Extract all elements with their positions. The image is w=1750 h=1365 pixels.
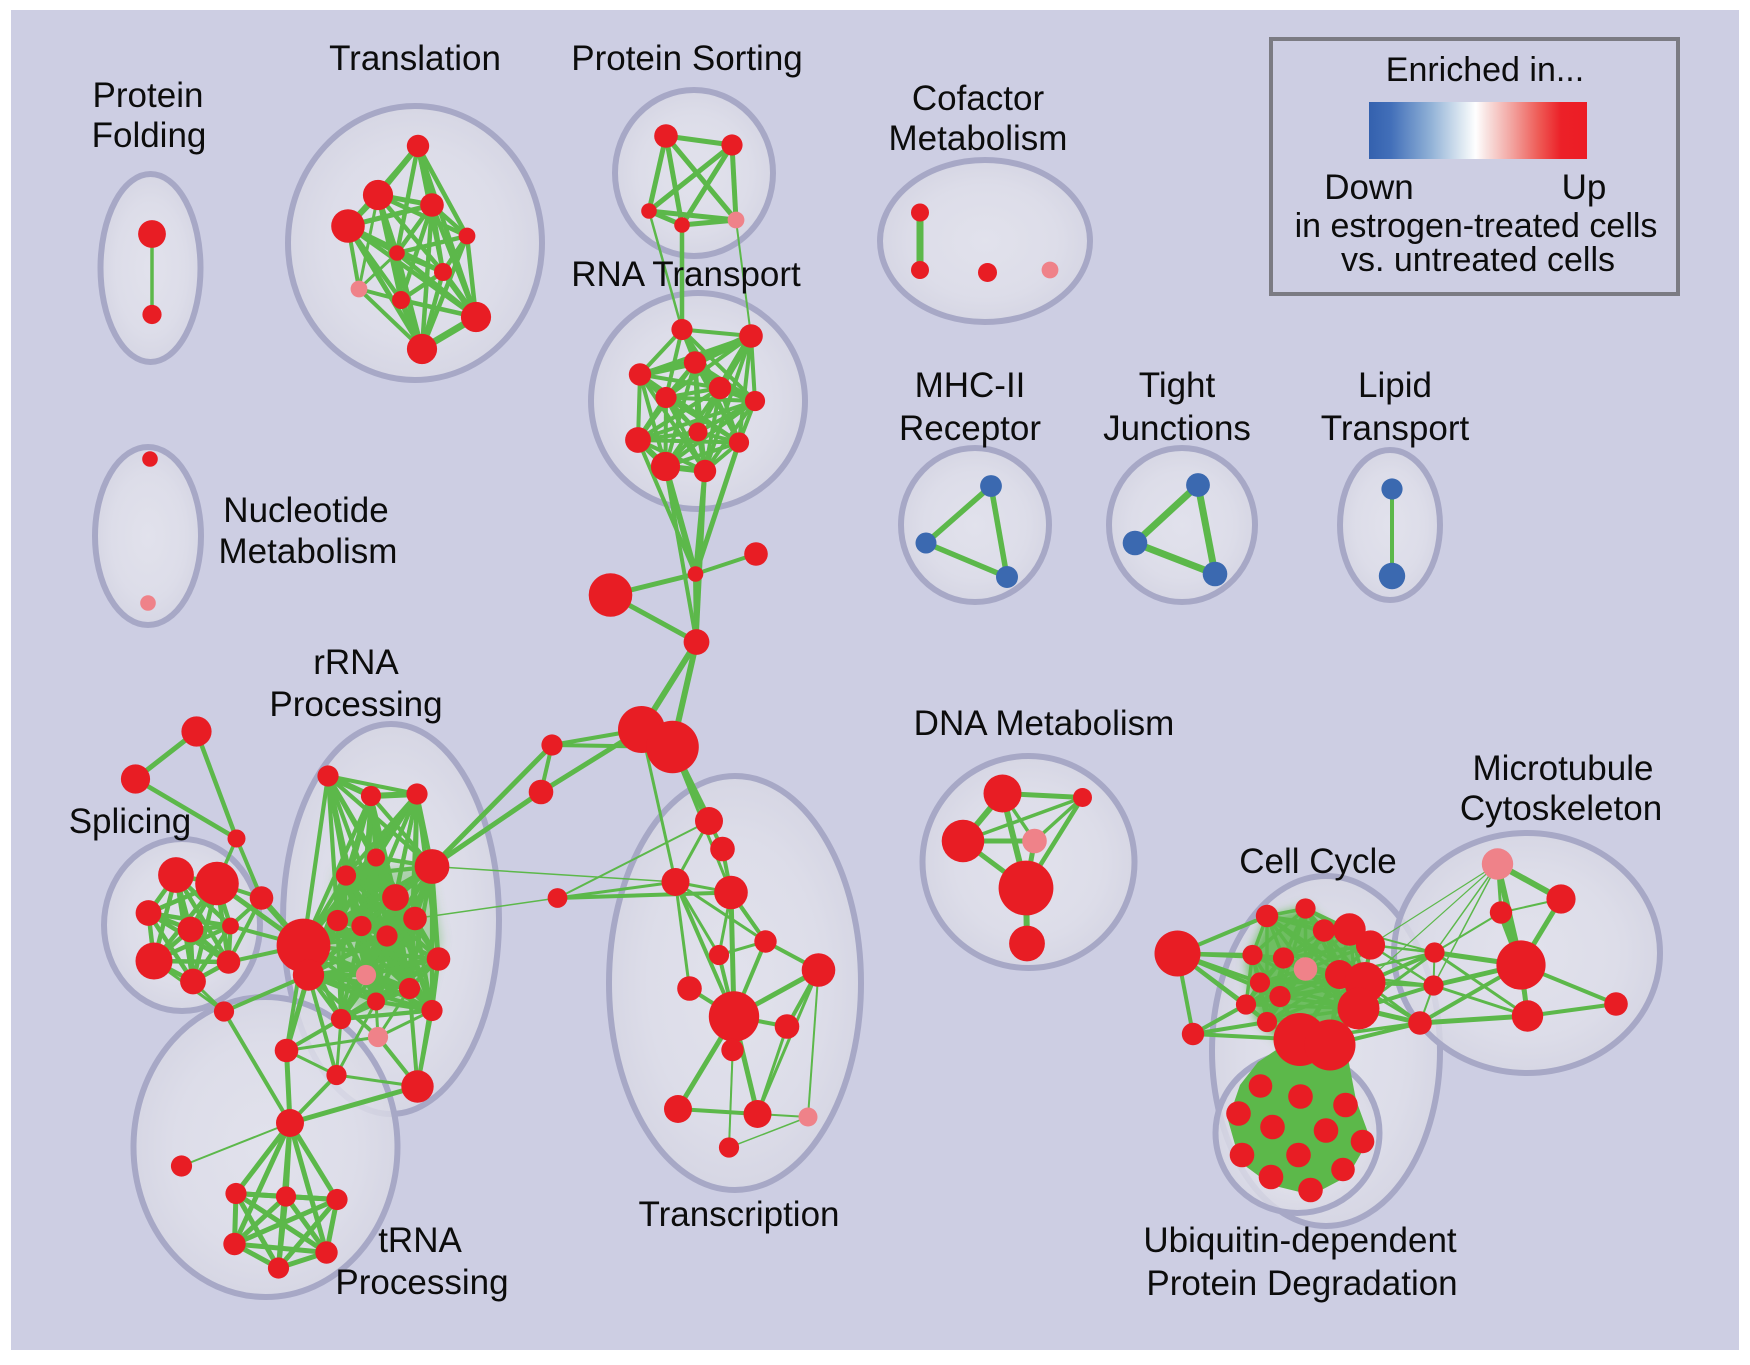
svg-text:tRNA: tRNA — [378, 1221, 462, 1260]
svg-text:Tight: Tight — [1139, 366, 1216, 405]
svg-text:Cell Cycle: Cell Cycle — [1239, 842, 1397, 881]
svg-text:Junctions: Junctions — [1103, 409, 1251, 448]
svg-text:Translation: Translation — [329, 39, 501, 78]
svg-text:Enriched in...: Enriched in... — [1386, 51, 1584, 89]
svg-text:Up: Up — [1562, 168, 1607, 207]
svg-text:Cytoskeleton: Cytoskeleton — [1460, 789, 1662, 828]
svg-text:vs. untreated cells: vs. untreated cells — [1341, 241, 1615, 279]
svg-text:Nucleotide: Nucleotide — [223, 491, 388, 530]
svg-text:Folding: Folding — [92, 116, 207, 155]
svg-text:Cofactor: Cofactor — [912, 79, 1045, 118]
svg-text:Down: Down — [1324, 168, 1413, 207]
svg-text:Processing: Processing — [269, 685, 442, 724]
svg-text:in estrogen-treated cells: in estrogen-treated cells — [1295, 207, 1658, 245]
svg-text:Protein Sorting: Protein Sorting — [571, 39, 803, 78]
svg-text:Receptor: Receptor — [899, 409, 1041, 448]
svg-text:DNA Metabolism: DNA Metabolism — [914, 704, 1175, 743]
svg-text:Ubiquitin-dependent: Ubiquitin-dependent — [1143, 1221, 1457, 1260]
svg-text:Transport: Transport — [1321, 409, 1470, 448]
svg-text:Metabolism: Metabolism — [889, 119, 1068, 158]
svg-text:rRNA: rRNA — [313, 643, 399, 682]
svg-text:Protein Degradation: Protein Degradation — [1146, 1264, 1457, 1303]
svg-text:MHC-II: MHC-II — [915, 366, 1026, 405]
svg-text:Protein: Protein — [93, 76, 204, 115]
svg-text:Processing: Processing — [335, 1263, 508, 1302]
svg-text:Microtubule: Microtubule — [1473, 749, 1654, 788]
svg-text:Splicing: Splicing — [69, 802, 192, 841]
svg-text:RNA Transport: RNA Transport — [571, 255, 801, 294]
svg-text:Lipid: Lipid — [1358, 366, 1432, 405]
svg-text:Metabolism: Metabolism — [219, 532, 398, 571]
svg-text:Transcription: Transcription — [639, 1195, 840, 1234]
